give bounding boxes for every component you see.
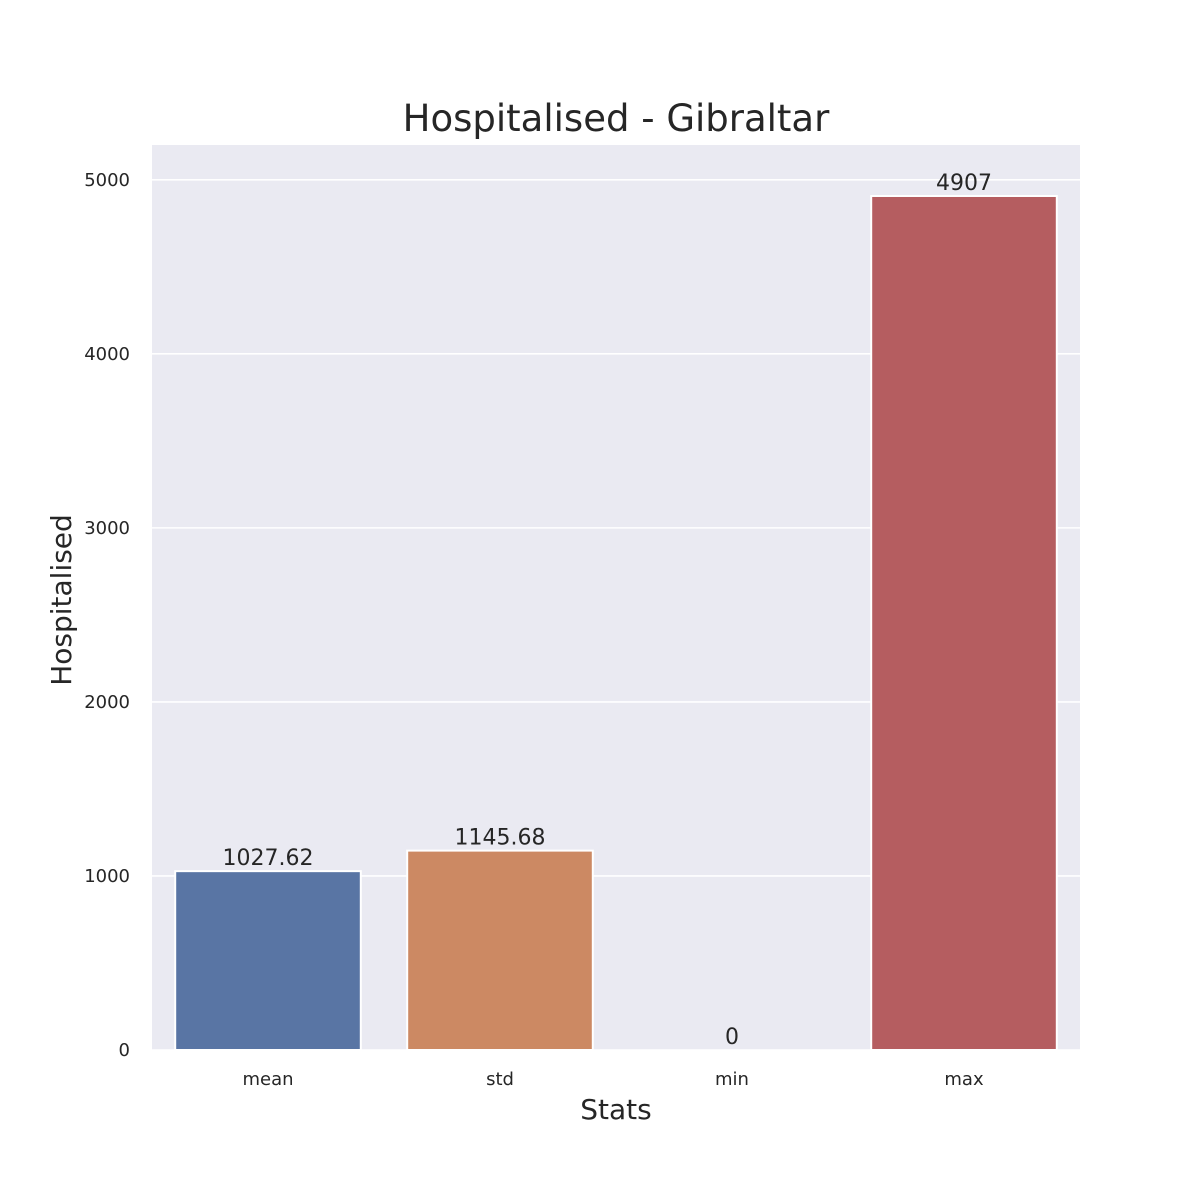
bar-mean [174,870,362,1051]
bar-max [870,194,1058,1051]
bar-value-label-mean: 1027.62 [223,846,314,871]
x-axis-label: Stats [580,1093,651,1126]
y-tick-label: 5000 [84,170,130,191]
x-tick-label-max: max [944,1069,984,1090]
chart-title: Hospitalised - Gibraltar [403,97,830,140]
bar-value-labels: 1027.62 1145.68 0 4907 [223,171,992,1050]
bar-value-label-max: 4907 [936,171,992,196]
y-axis-ticks: 0 1000 2000 3000 4000 5000 [84,170,130,1061]
y-tick-label: 1000 [84,866,130,887]
y-tick-label: 3000 [84,518,130,539]
x-axis-ticks: mean std min max [242,1069,983,1090]
x-tick-label-min: min [715,1069,749,1090]
bar-std [406,849,594,1051]
bar-value-label-std: 1145.68 [455,826,546,851]
x-tick-label-std: std [486,1069,514,1090]
bar-value-label-min: 0 [725,1025,739,1050]
y-tick-label: 4000 [84,344,130,365]
bars [174,194,1058,1051]
y-tick-label: 0 [119,1040,130,1061]
y-tick-label: 2000 [84,692,130,713]
y-axis-label: Hospitalised [45,514,78,686]
x-tick-label-mean: mean [242,1069,293,1090]
